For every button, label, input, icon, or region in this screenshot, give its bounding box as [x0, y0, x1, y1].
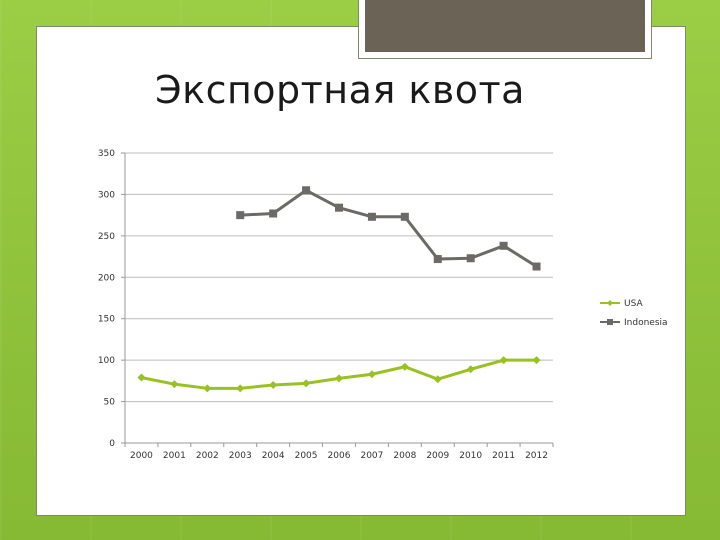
- data-point: [302, 186, 311, 195]
- data-point: [433, 255, 442, 264]
- data-point: [236, 211, 245, 220]
- y-tick-label: 0: [109, 439, 115, 449]
- decorative-corner-fill: [365, 0, 645, 52]
- y-tick-label: 250: [98, 232, 115, 242]
- y-tick-label: 300: [98, 190, 115, 200]
- y-tick-label: 350: [98, 149, 115, 159]
- series-usa: [137, 356, 541, 393]
- y-tick-label: 50: [104, 398, 116, 408]
- x-tick-label: 2011: [492, 451, 515, 461]
- data-point: [302, 379, 311, 388]
- axes: [121, 152, 554, 447]
- y-tick-label: 100: [98, 356, 115, 366]
- slide-panel: [36, 26, 686, 516]
- series-line-indonesia: [240, 188, 538, 268]
- x-tick-label: 2010: [459, 451, 482, 461]
- x-tick-label: 2000: [130, 451, 153, 461]
- legend-item-indonesia: Indonesia: [600, 318, 668, 328]
- legend-marker: [607, 300, 613, 306]
- data-point: [269, 209, 278, 218]
- y-tick-label: 200: [98, 273, 115, 283]
- data-point: [367, 212, 376, 221]
- x-tick-label: 2008: [393, 451, 416, 461]
- data-point: [466, 365, 475, 374]
- grid-lines: [125, 152, 553, 403]
- x-tick-label: 2001: [163, 451, 186, 461]
- data-point: [367, 370, 376, 379]
- data-point: [499, 356, 508, 365]
- legend-label: USA: [624, 299, 643, 309]
- data-point: [532, 262, 541, 271]
- x-tick-label: 2002: [196, 451, 219, 461]
- series-indonesia: [236, 186, 541, 271]
- data-point: [269, 381, 278, 389]
- data-point: [203, 384, 212, 393]
- data-point: [400, 362, 409, 371]
- data-point: [433, 375, 442, 384]
- x-tick-label: 2012: [525, 451, 548, 461]
- x-tick-label: 2005: [295, 451, 318, 461]
- x-tick-label: 2006: [328, 451, 351, 461]
- legend-marker: [607, 319, 613, 325]
- x-tick-label: 2009: [426, 451, 449, 461]
- legend-item-usa: USA: [600, 299, 643, 309]
- data-point: [236, 384, 245, 393]
- data-point: [499, 241, 508, 250]
- series-line-usa: [141, 358, 537, 390]
- series: [137, 186, 541, 393]
- decorative-corner-box: [358, 0, 652, 59]
- data-point: [335, 374, 343, 383]
- data-point: [466, 254, 475, 263]
- data-point: [170, 380, 179, 389]
- data-point: [137, 373, 146, 382]
- x-tick-label: 2004: [262, 451, 285, 461]
- legend: USA Indonesia: [600, 299, 668, 328]
- data-point: [400, 212, 409, 221]
- x-tick-label: 2007: [360, 451, 383, 461]
- data-point: [335, 203, 343, 212]
- y-tick-label: 150: [98, 315, 115, 325]
- x-tick-label: 2003: [229, 451, 252, 461]
- legend-label: Indonesia: [624, 318, 668, 328]
- x-tick-labels: 2000 2001 2002 2003 2004 2005 2006 2007 2008 2009…: [130, 451, 548, 461]
- y-tick-labels: 0 50 100 150 200 250 300 350: [98, 149, 115, 449]
- slide-title: Экспортная квота: [155, 68, 525, 112]
- data-point: [532, 356, 541, 365]
